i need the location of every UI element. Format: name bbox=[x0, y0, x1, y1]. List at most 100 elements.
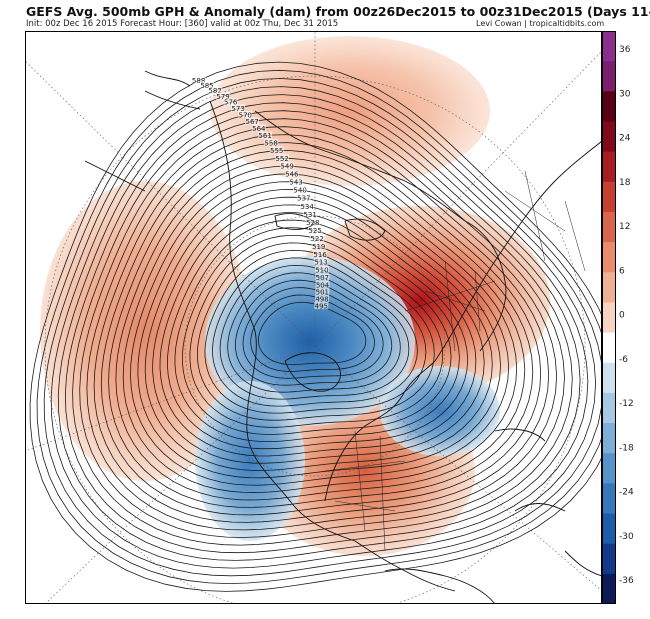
contour-label: 564 bbox=[252, 125, 266, 133]
contour-579 bbox=[50, 86, 597, 569]
contour-label: 519 bbox=[312, 243, 325, 251]
init-valid-line: Init: 00z Dec 16 2015 Forecast Hour: [36… bbox=[26, 19, 339, 29]
contour-label-bg bbox=[305, 218, 320, 226]
contour-label-bg bbox=[315, 288, 330, 296]
contour-588 bbox=[29, 61, 602, 592]
colorbar-swatch bbox=[602, 181, 616, 213]
contour-label: 501 bbox=[316, 289, 329, 297]
contour-576 bbox=[57, 94, 589, 561]
colorbar-tick-label: 36 bbox=[619, 45, 631, 55]
colorbar-tick-label: -6 bbox=[619, 355, 628, 365]
colorbar-swatch bbox=[602, 91, 616, 122]
colorbar-swatch bbox=[602, 423, 616, 454]
colorbar-tick-label: -36 bbox=[619, 576, 634, 586]
contour-546 bbox=[130, 173, 510, 486]
contour-519 bbox=[196, 242, 435, 421]
contour-495 bbox=[258, 301, 367, 366]
colorbar-tick-label: 0 bbox=[619, 311, 625, 321]
contour-label: 510 bbox=[315, 266, 328, 274]
colorbar-swatch bbox=[602, 332, 616, 364]
contour-label: 576 bbox=[224, 99, 238, 107]
contour-513 bbox=[212, 257, 418, 407]
contour-label-bg bbox=[223, 98, 238, 106]
colorbar-swatch bbox=[602, 513, 616, 545]
contour-564 bbox=[86, 126, 558, 531]
colorbar bbox=[602, 31, 616, 604]
colorbar-swatch bbox=[602, 211, 616, 243]
contour-label-bg bbox=[315, 295, 329, 303]
contour-label-bg bbox=[300, 202, 315, 210]
contour-510 bbox=[219, 264, 410, 400]
contour-label: 525 bbox=[308, 227, 321, 235]
contour-label: 549 bbox=[280, 163, 293, 171]
contour-525 bbox=[181, 227, 452, 435]
colorbar-tick-label: 24 bbox=[619, 134, 631, 144]
polar-map: 5885855825795765735705675645615585555525… bbox=[25, 31, 602, 604]
contour-label-bg bbox=[264, 139, 279, 147]
colorbar-swatch bbox=[602, 453, 616, 484]
contour-585 bbox=[36, 69, 602, 585]
contour-label-bg bbox=[258, 131, 273, 139]
colorbar-swatch bbox=[602, 242, 616, 273]
contour-label-bg bbox=[280, 162, 295, 170]
contour-label-bg bbox=[308, 226, 323, 234]
western-cold-anomaly bbox=[195, 381, 305, 541]
contour-label: 573 bbox=[231, 105, 244, 113]
contour-558 bbox=[100, 142, 542, 516]
contour-label: 534 bbox=[300, 203, 314, 211]
contour-label: 495 bbox=[315, 303, 328, 311]
colorbar-tick-label: -24 bbox=[619, 488, 634, 498]
contour-label-bg bbox=[245, 117, 260, 125]
contour-label-bg bbox=[314, 265, 329, 273]
colorbar-labels: 36 30 24 18 12 6 0 -6 -12 -18 -24 -30 -36 bbox=[619, 45, 634, 586]
contour-label-bg bbox=[231, 104, 246, 112]
colorbar-tick-label: 18 bbox=[619, 178, 631, 188]
contour-label: 585 bbox=[200, 82, 213, 90]
contour-516 bbox=[204, 249, 427, 414]
colorbar-swatch bbox=[602, 392, 616, 424]
height-contours bbox=[29, 61, 602, 592]
contour-label-bg bbox=[208, 86, 223, 94]
contour-label-bg bbox=[296, 194, 311, 202]
contour-label: 540 bbox=[293, 187, 306, 195]
contour-501 bbox=[242, 287, 384, 379]
contour-label: 498 bbox=[315, 296, 328, 304]
contour-label-bg bbox=[310, 234, 325, 242]
colorbar-swatch bbox=[602, 483, 616, 515]
colorbar-tick-label: -18 bbox=[619, 443, 634, 453]
contour-label-bg bbox=[313, 250, 328, 258]
contour-label-bg bbox=[191, 76, 206, 84]
colorbar-swatch bbox=[602, 362, 616, 394]
colorbar-swatch bbox=[602, 121, 616, 153]
contour-570 bbox=[72, 110, 573, 546]
contour-567 bbox=[79, 118, 565, 538]
contour-label: 507 bbox=[316, 274, 329, 282]
contour-label: 561 bbox=[258, 132, 271, 140]
contour-507 bbox=[227, 272, 401, 393]
contour-label: 528 bbox=[306, 219, 319, 227]
contour-label-bg bbox=[251, 124, 266, 132]
contour-label-bg bbox=[314, 302, 329, 310]
contour-label: 522 bbox=[310, 235, 323, 243]
colorbar-swatch bbox=[602, 61, 616, 92]
colorbar-tick-label: -12 bbox=[619, 399, 634, 409]
pacific-warm-anomaly bbox=[40, 181, 250, 481]
contour-label: 588 bbox=[192, 77, 205, 85]
contour-504 bbox=[234, 279, 393, 386]
atlantic-cold-anomaly bbox=[380, 366, 500, 456]
political-borders bbox=[324, 170, 586, 552]
contour-label-bg bbox=[289, 178, 304, 185]
colorbar-swatch bbox=[602, 543, 616, 575]
contour-label-bg bbox=[200, 81, 214, 89]
contour-label-bg bbox=[311, 242, 326, 250]
anomaly-shading bbox=[40, 36, 550, 556]
contour-label: 537 bbox=[297, 195, 310, 203]
contour-label-bg bbox=[314, 258, 329, 266]
credit-line: Levi Cowan | tropicaltidbits.com bbox=[476, 19, 605, 28]
contour-522 bbox=[189, 235, 444, 428]
contour-540 bbox=[144, 189, 493, 471]
contour-label-bg bbox=[216, 92, 230, 100]
contour-543 bbox=[137, 181, 501, 479]
contour-534 bbox=[159, 204, 477, 457]
contour-498 bbox=[250, 294, 375, 372]
